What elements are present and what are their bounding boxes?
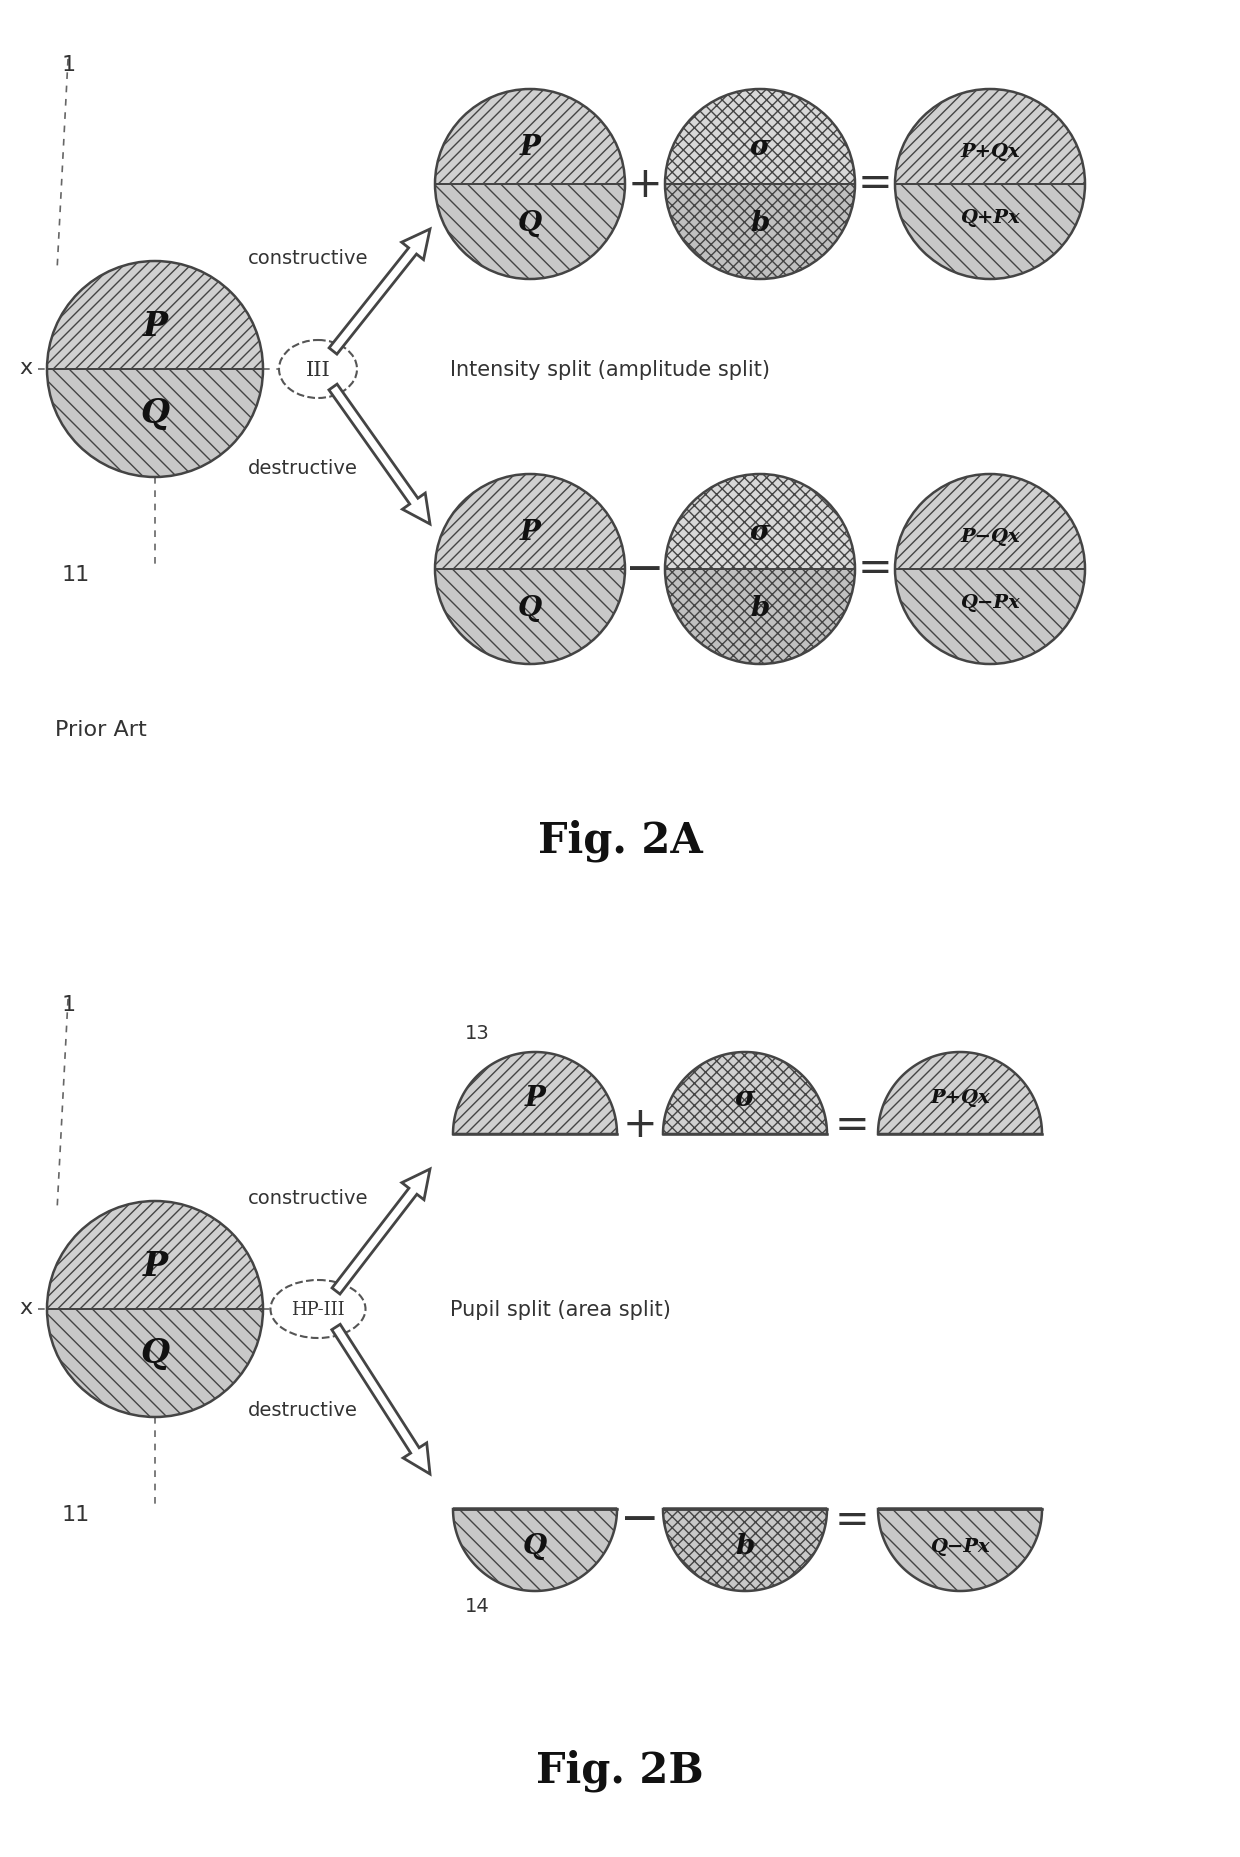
Text: Q: Q [523,1532,547,1560]
Text: Q−Px: Q−Px [960,594,1019,613]
Polygon shape [665,570,856,665]
Text: =: = [835,1103,869,1146]
Text: σ: σ [750,518,770,546]
Text: Q: Q [140,1335,170,1369]
Polygon shape [895,475,1085,570]
Text: Fig. 2A: Fig. 2A [538,819,702,862]
Polygon shape [329,384,430,526]
Polygon shape [878,1510,1042,1591]
Text: σ: σ [735,1084,755,1110]
Text: P: P [143,310,167,344]
Polygon shape [453,1053,618,1135]
Polygon shape [435,570,625,665]
Text: Q: Q [518,594,542,620]
Text: 1: 1 [62,995,76,1014]
Polygon shape [663,1053,827,1135]
Text: =: = [858,162,893,204]
Ellipse shape [279,342,357,399]
Polygon shape [47,370,263,477]
Text: Q+Px: Q+Px [960,210,1019,227]
Text: −: − [620,1497,660,1541]
Text: P: P [520,518,541,546]
Text: Intensity split (amplitude split): Intensity split (amplitude split) [450,360,770,381]
Polygon shape [453,1510,618,1591]
Text: destructive: destructive [248,1400,358,1419]
Text: P+Qx: P+Qx [960,143,1019,162]
Text: σ: σ [750,134,770,160]
Polygon shape [329,230,430,355]
Text: P−Qx: P−Qx [960,527,1019,546]
Polygon shape [332,1170,430,1294]
Text: P: P [525,1084,546,1110]
Polygon shape [665,186,856,280]
Polygon shape [435,89,625,186]
Polygon shape [332,1324,430,1474]
Text: Q−Px: Q−Px [930,1538,990,1554]
Ellipse shape [270,1279,366,1339]
Text: x: x [19,1298,32,1317]
Polygon shape [895,186,1085,280]
Text: 11: 11 [62,565,91,585]
Text: x: x [19,358,32,377]
Text: =: = [835,1499,869,1539]
Text: P: P [143,1250,167,1283]
Polygon shape [47,1201,263,1309]
Text: b: b [735,1532,755,1560]
Text: 11: 11 [62,1504,91,1525]
Text: destructive: destructive [248,459,358,477]
Polygon shape [665,475,856,570]
Polygon shape [895,89,1085,186]
Polygon shape [665,89,856,186]
Text: =: = [858,546,893,589]
Text: 1: 1 [62,56,76,74]
Text: Fig. 2B: Fig. 2B [536,1749,704,1792]
Text: 14: 14 [465,1597,490,1616]
Polygon shape [47,262,263,370]
Text: constructive: constructive [248,249,368,267]
Text: III: III [305,360,330,379]
Polygon shape [47,1309,263,1417]
Text: 13: 13 [465,1023,490,1042]
Text: b: b [750,594,770,620]
Text: constructive: constructive [248,1188,368,1207]
Text: HP-III: HP-III [291,1300,345,1318]
Text: Q: Q [140,397,170,429]
Text: P+Qx: P+Qx [930,1088,990,1107]
Text: Q: Q [518,210,542,236]
Polygon shape [895,570,1085,665]
Text: Prior Art: Prior Art [55,721,146,739]
Text: −: − [625,548,665,592]
Text: b: b [750,210,770,236]
Text: +: + [627,163,662,206]
Polygon shape [435,475,625,570]
Text: P: P [520,134,541,160]
Polygon shape [435,186,625,280]
Text: +: + [622,1103,657,1146]
Polygon shape [663,1510,827,1591]
Polygon shape [878,1053,1042,1135]
Text: Pupil split (area split): Pupil split (area split) [450,1300,671,1318]
